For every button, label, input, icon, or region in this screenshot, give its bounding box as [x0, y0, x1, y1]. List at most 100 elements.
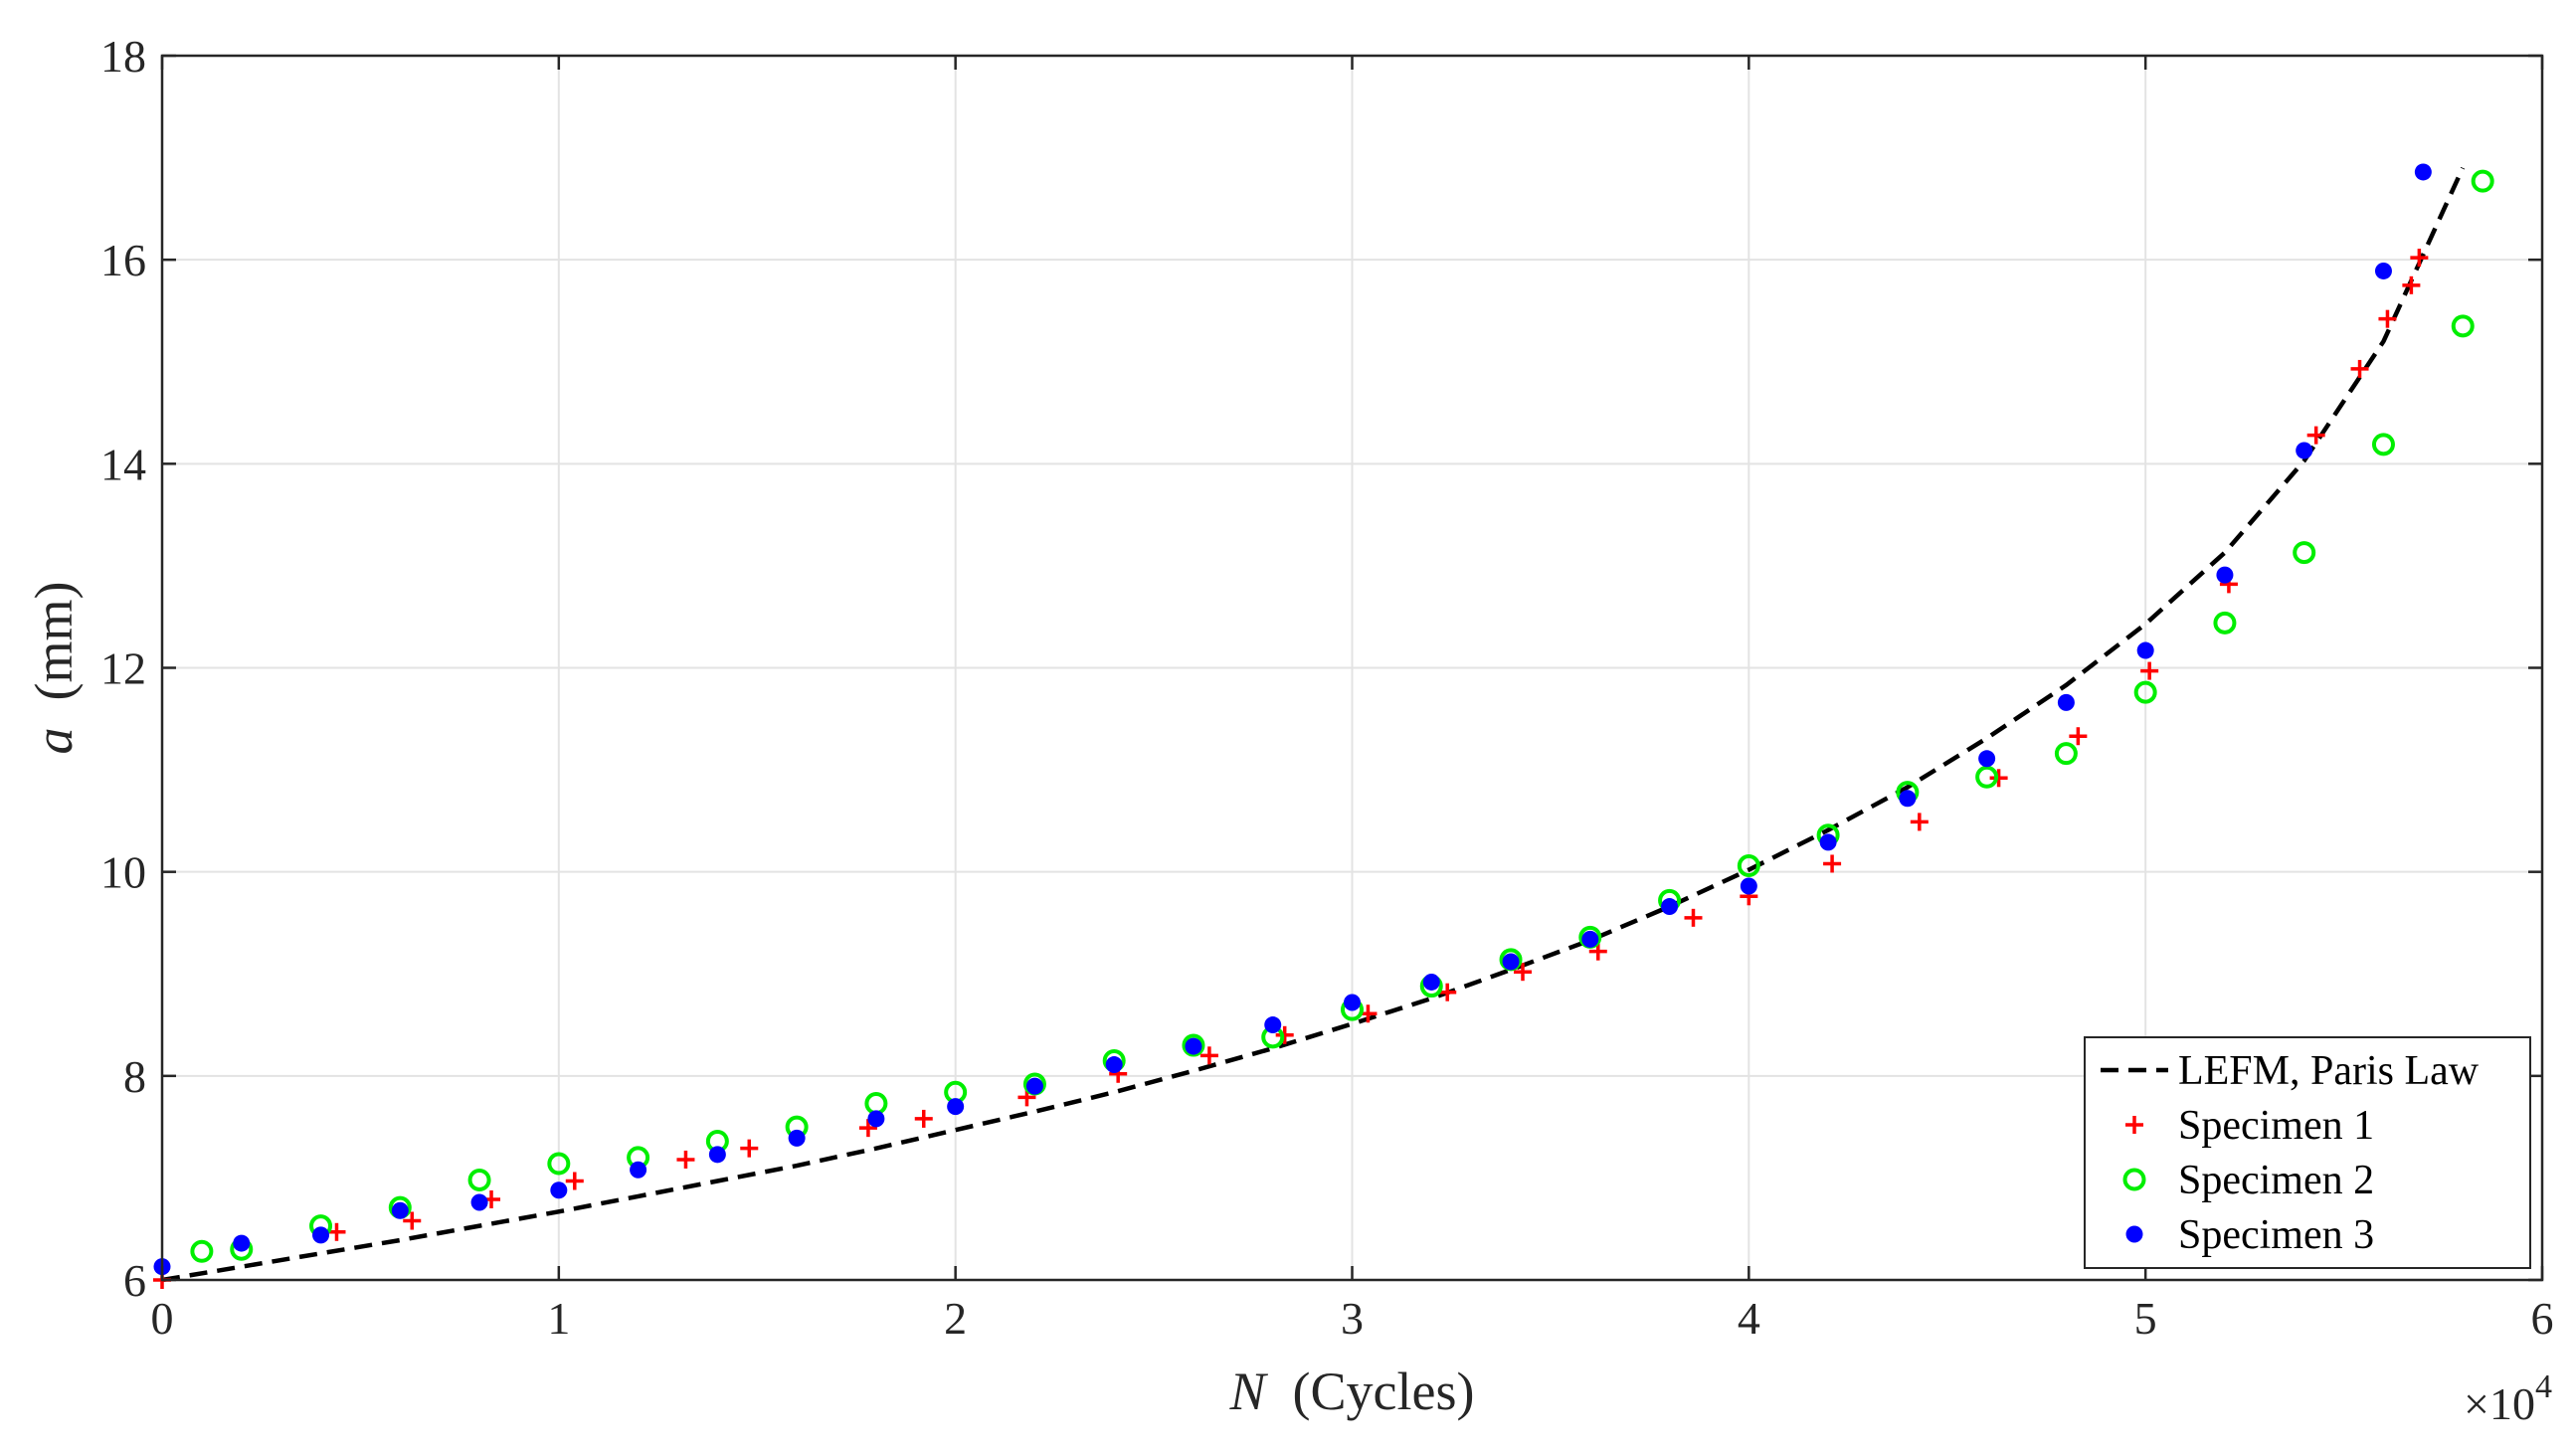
y-tick-label: 16: [100, 235, 146, 285]
lefm-paris-law-curve: [161, 166, 2466, 1283]
legend-label: Specimen 2: [2178, 1158, 2374, 1203]
legend-label: LEFM, Paris Law: [2178, 1048, 2480, 1094]
data-point-specimen-3: [1899, 790, 1917, 808]
data-point-specimen-1: [2402, 275, 2421, 294]
data-point-specimen-3: [1105, 1056, 1123, 1074]
data-point-specimen-2: [190, 1239, 214, 1263]
y-tick-label: 12: [100, 643, 146, 694]
data-point-specimen-3: [2374, 262, 2392, 279]
y-axis-label: a (mm): [24, 582, 84, 755]
data-point-specimen-3: [1978, 750, 1996, 768]
data-point-specimen-1: [2410, 249, 2429, 268]
series-3: [153, 163, 2432, 1276]
data-point-specimen-3: [1740, 877, 1757, 895]
data-point-specimen-2: [864, 1092, 888, 1116]
data-point-specimen-1: [2140, 661, 2159, 680]
data-point-specimen-1: [1910, 813, 1929, 831]
y-tick-label: 8: [123, 1051, 146, 1102]
x-tick-label: 1: [547, 1293, 570, 1344]
data-point-specimen-3: [788, 1129, 806, 1147]
y-tick-label: 18: [100, 31, 146, 82]
data-point-specimen-3: [1819, 833, 1837, 851]
data-point-specimen-3: [2296, 442, 2313, 459]
x-axis-variable: N: [1229, 1362, 1269, 1421]
legend-label: Specimen 1: [2178, 1103, 2374, 1149]
y-tick-label: 6: [123, 1255, 146, 1306]
x-axis-multiplier-exponent: 4: [2535, 1368, 2552, 1405]
data-point-specimen-3: [550, 1181, 568, 1199]
data-point-specimen-3: [470, 1193, 488, 1211]
data-point-specimen-3: [708, 1146, 726, 1164]
data-point-specimen-1: [2069, 727, 2088, 746]
data-point-specimen-1: [914, 1109, 933, 1128]
legend-label: Specimen 3: [2178, 1212, 2374, 1258]
data-point-specimen-1: [1438, 983, 1457, 1001]
data-point-specimen-1: [1199, 1046, 1218, 1065]
data-point-specimen-1: [2378, 309, 2397, 328]
data-point-specimen-2: [2054, 742, 2078, 766]
plot-series: [153, 163, 2494, 1289]
data-point-specimen-2: [547, 1152, 571, 1176]
x-axis-multiplier: ×104: [2464, 1368, 2552, 1429]
data-point-specimen-1: [740, 1139, 759, 1158]
x-axis-unit: (Cycles): [1293, 1362, 1475, 1421]
data-point-specimen-3: [2136, 641, 2154, 659]
data-point-specimen-3: [1185, 1037, 1202, 1055]
data-point-specimen-1: [565, 1172, 584, 1190]
x-tick-label: 3: [1341, 1293, 1364, 1344]
data-point-specimen-2: [2213, 611, 2237, 635]
x-tick-label: 0: [151, 1293, 174, 1344]
data-point-specimen-2: [2371, 433, 2395, 456]
x-tick-label: 4: [1738, 1293, 1760, 1344]
data-point-specimen-3: [1422, 973, 1440, 991]
data-point-specimen-3: [233, 1234, 251, 1252]
legend-box: [2084, 1036, 2531, 1269]
data-point-specimen-1: [1684, 908, 1703, 927]
data-point-specimen-2: [1737, 854, 1760, 878]
data-point-specimen-2: [2471, 169, 2494, 193]
data-point-specimen-2: [1975, 765, 1999, 789]
x-axis-multiplier-base: ×10: [2464, 1378, 2535, 1429]
y-axis-unit: (mm): [24, 582, 84, 701]
x-tick-label: 2: [944, 1293, 967, 1344]
data-point-specimen-1: [1588, 942, 1607, 961]
data-point-specimen-1: [858, 1119, 877, 1138]
data-point-specimen-2: [2451, 314, 2475, 338]
legend-swatch-marker: [2122, 1168, 2146, 1191]
data-point-specimen-1: [1823, 854, 1842, 873]
data-point-specimen-2: [2133, 680, 2157, 704]
x-tick-label: 5: [2134, 1293, 2157, 1344]
data-point-specimen-3: [1264, 1016, 1282, 1034]
data-point-specimen-3: [1344, 994, 1361, 1011]
data-point-specimen-1: [2350, 359, 2369, 378]
data-point-specimen-1: [2306, 426, 2325, 445]
y-tick-label: 10: [100, 847, 146, 898]
x-axis-label: N (Cycles): [1229, 1362, 1475, 1421]
y-tick-label: 14: [100, 439, 146, 489]
data-point-specimen-2: [2293, 541, 2316, 565]
data-point-specimen-3: [630, 1161, 647, 1179]
y-axis-variable: a: [24, 727, 84, 754]
x-tick-label: 6: [2531, 1293, 2554, 1344]
data-point-specimen-3: [1661, 898, 1679, 916]
legend: LEFM, Paris Law Specimen 1 Specimen 2 Speci…: [2084, 1036, 2531, 1269]
data-point-specimen-3: [1581, 930, 1599, 948]
data-point-specimen-2: [467, 1168, 491, 1191]
legend-swatch-marker: [2125, 1225, 2143, 1243]
series-1: [153, 249, 2429, 1289]
data-point-specimen-3: [947, 1098, 965, 1116]
data-point-specimen-1: [1989, 769, 2008, 788]
data-point-specimen-1: [403, 1211, 422, 1230]
data-point-specimen-3: [312, 1226, 330, 1244]
legend-swatch-marker: [2125, 1116, 2143, 1134]
data-point-specimen-1: [1513, 963, 1532, 982]
data-point-specimen-1: [327, 1222, 346, 1241]
data-point-specimen-3: [1025, 1077, 1043, 1095]
data-point-specimen-1: [1275, 1025, 1294, 1044]
data-point-specimen-3: [2414, 163, 2432, 181]
data-point-specimen-3: [867, 1110, 885, 1128]
data-point-specimen-3: [1502, 953, 1520, 971]
data-point-specimen-3: [2057, 693, 2075, 711]
